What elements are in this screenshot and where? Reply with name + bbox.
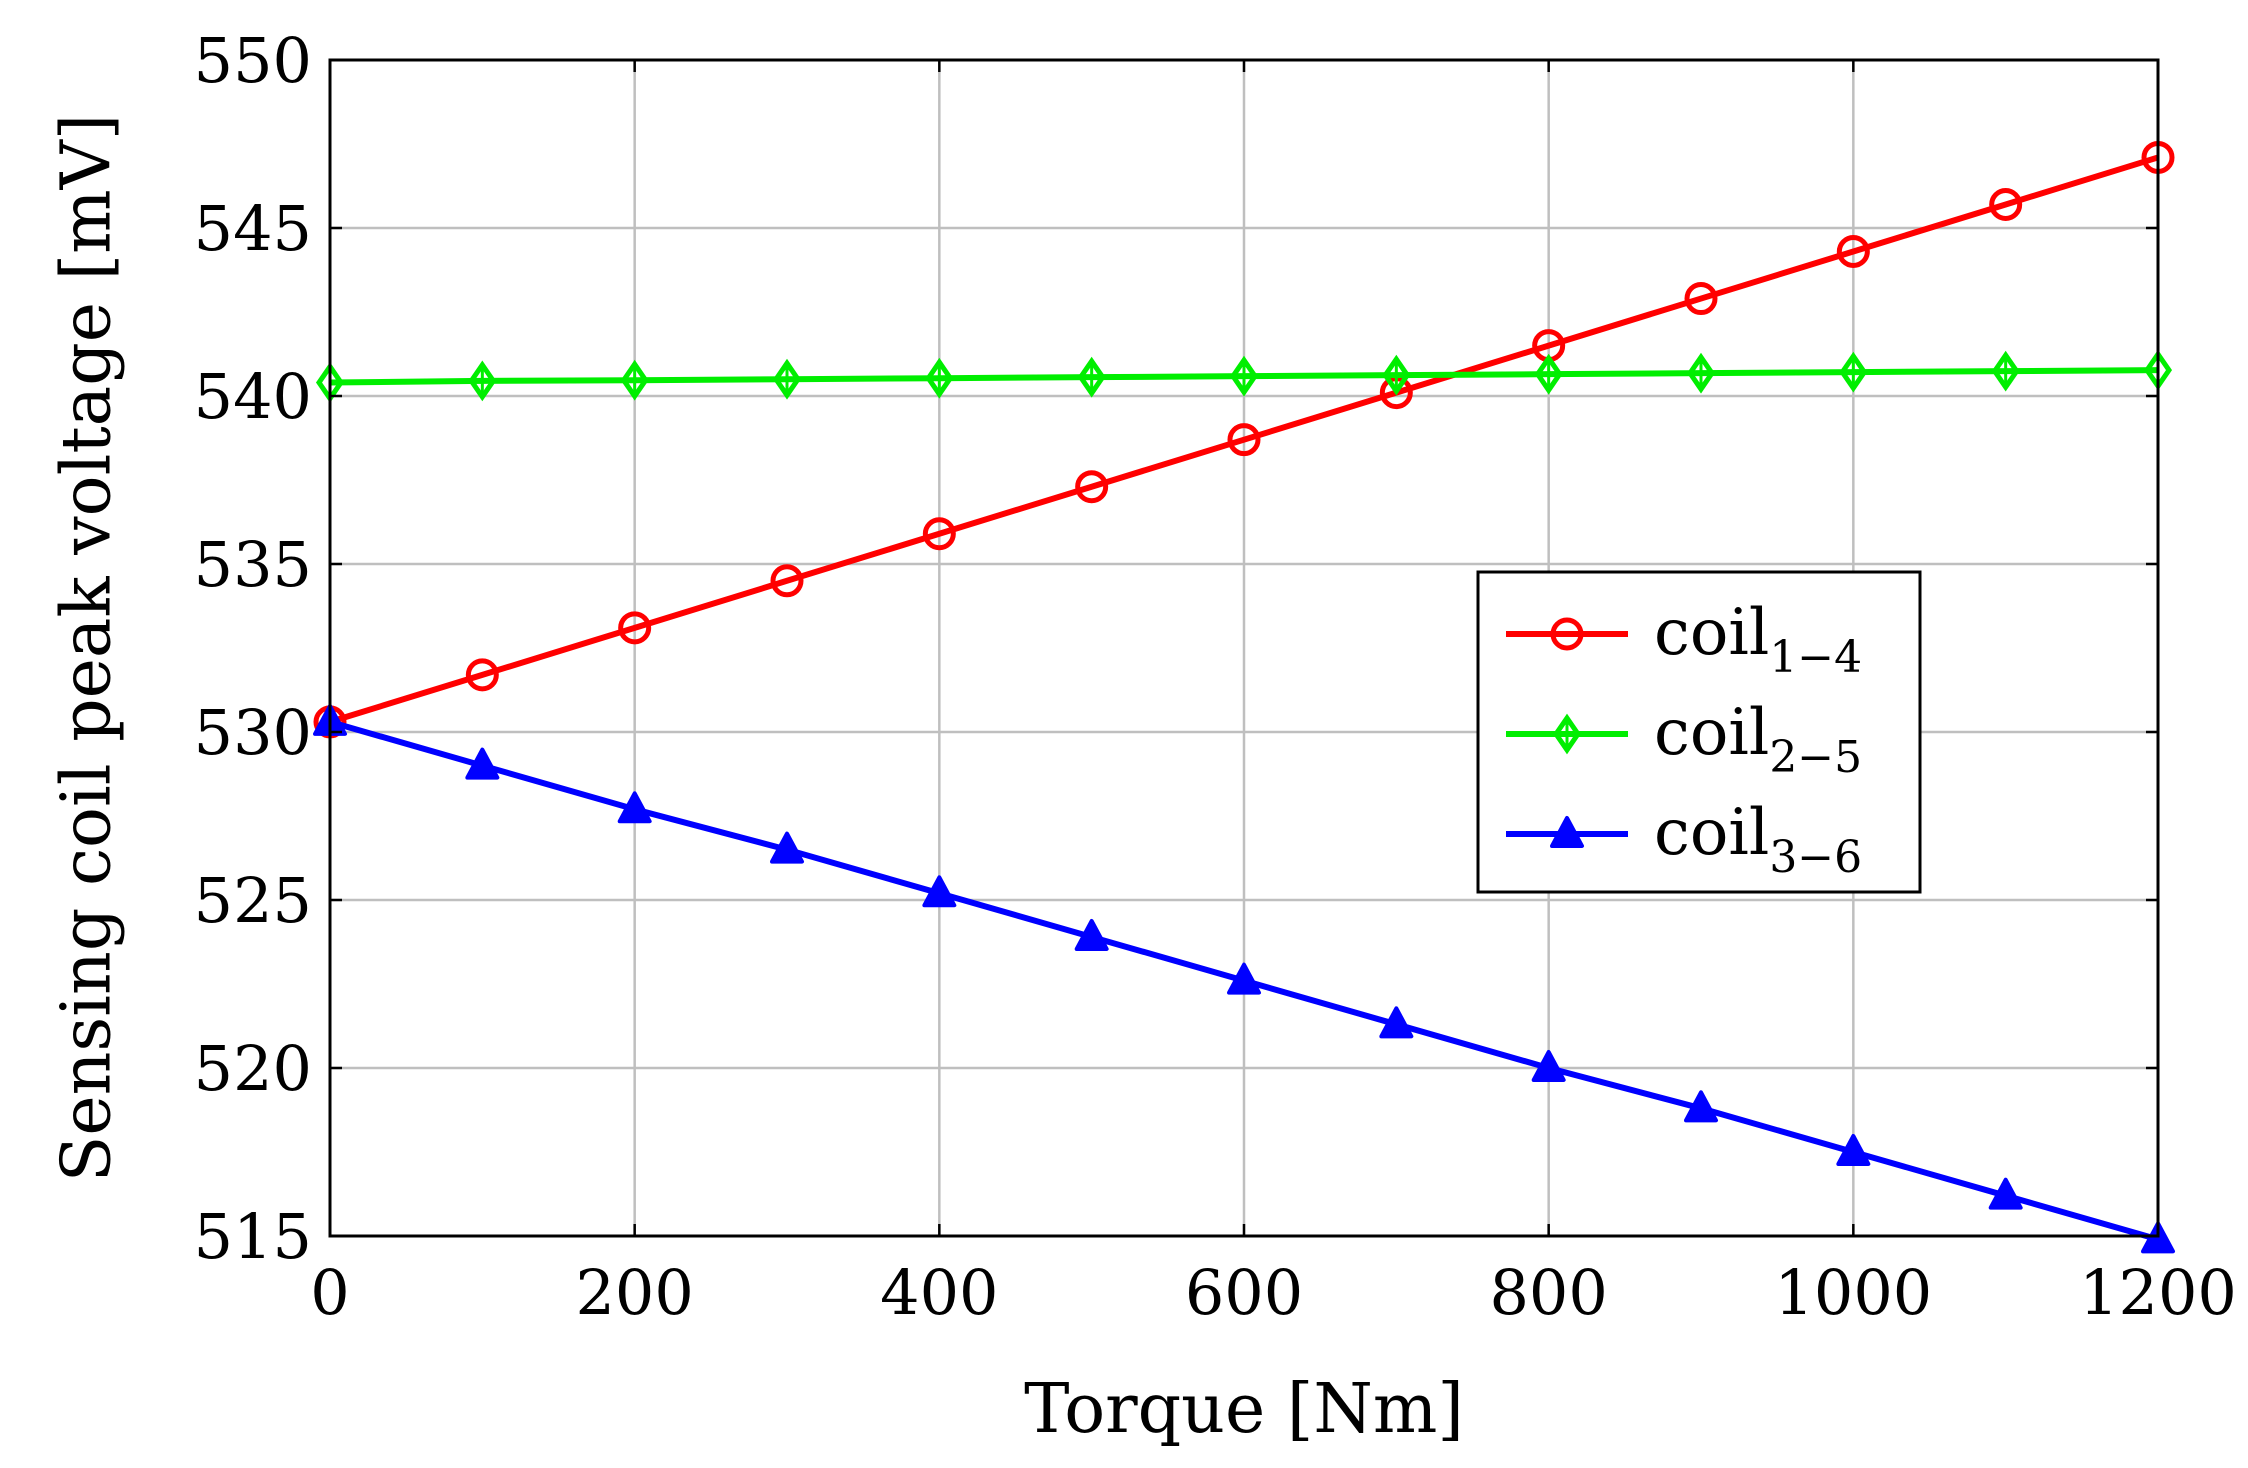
data-point (925, 357, 954, 399)
data-point (618, 611, 652, 645)
legend-item: coil3−6 (1506, 796, 1862, 883)
x-axis-ticks: 0 200 400 600 800 1000 1200 (310, 60, 2237, 1329)
y-tick-label: 515 (194, 1200, 312, 1273)
data-point (1074, 918, 1109, 951)
x-tick-label: 800 (1489, 1256, 1607, 1329)
legend-label-main: coil (1654, 696, 1769, 770)
data-point (1684, 1090, 1718, 1123)
data-point (1077, 356, 1106, 398)
data-point (617, 791, 652, 824)
legend-marker (1550, 816, 1584, 848)
series-2 (315, 349, 2173, 403)
legend-label-main: coil (1654, 596, 1769, 670)
data-point (1227, 962, 1261, 995)
legend-item: coil1−4 (1506, 596, 1862, 683)
data-point (1382, 354, 1411, 396)
data-point (1379, 1006, 1414, 1039)
x-tick-label: 600 (1185, 1256, 1303, 1329)
legend-marker (1550, 617, 1584, 651)
y-tick-label: 520 (194, 1032, 312, 1105)
x-tick-label: 1200 (2079, 1256, 2237, 1329)
legend-label: coil1−4 (1654, 596, 1862, 683)
data-point (1075, 470, 1109, 504)
data-point (922, 875, 957, 908)
data-point (465, 658, 499, 692)
data-point (1684, 282, 1718, 316)
data-point (1988, 1177, 2023, 1210)
y-axis-ticks: 515 520 525 530 535 540 545 550 (194, 24, 2158, 1273)
data-point (922, 517, 956, 551)
data-point (1836, 1134, 1871, 1166)
series-line (329, 154, 2159, 725)
data-point (1531, 1050, 1566, 1082)
data-point (620, 359, 649, 401)
y-tick-label: 530 (194, 696, 312, 769)
x-axis-title: Torque [Nm] (1024, 1370, 1464, 1449)
series-3 (313, 703, 2175, 1254)
x-tick-label: 200 (575, 1256, 693, 1329)
legend-label-subscript: 3−6 (1769, 832, 1862, 883)
data-point (1839, 351, 1868, 393)
data-point (772, 358, 802, 400)
y-tick-label: 535 (194, 528, 312, 601)
legend-item: coil2−5 (1506, 696, 1862, 783)
data-point (1686, 352, 1716, 394)
x-tick-label: 1000 (1774, 1256, 1932, 1329)
data-point (770, 831, 804, 864)
data-point (1989, 187, 2023, 221)
y-tick-label: 545 (194, 192, 312, 265)
data-point (465, 747, 500, 780)
series-1 (313, 140, 2175, 739)
y-tick-label: 540 (194, 360, 312, 433)
legend-label: coil2−5 (1654, 696, 1862, 783)
legend-label-subscript: 2−5 (1769, 732, 1862, 783)
y-tick-label: 525 (194, 864, 312, 937)
y-tick-label: 550 (194, 24, 312, 97)
legend-label: coil3−6 (1654, 796, 1862, 883)
legend-label-main: coil (1654, 796, 1769, 870)
data-point (1229, 355, 1259, 397)
data-point (468, 360, 497, 402)
x-tick-label: 400 (880, 1256, 998, 1329)
y-axis-title: Sensing coil peak voltage [mV] (48, 114, 127, 1182)
legend-marker (1552, 713, 1582, 755)
data-point (1227, 423, 1261, 457)
x-tick-label: 0 (310, 1256, 349, 1329)
legend-label-subscript: 1−4 (1769, 632, 1862, 683)
data-point (1534, 353, 1563, 395)
data-point (1836, 235, 1870, 269)
data-point (770, 564, 804, 598)
series-layer (313, 140, 2175, 1254)
data-point (1991, 350, 2020, 392)
